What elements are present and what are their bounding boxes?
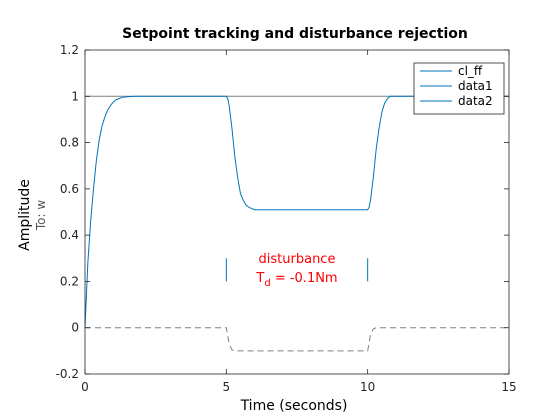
x-tick-label: 5 xyxy=(223,380,231,394)
axes-frame xyxy=(84,49,510,375)
legend-label: cl_ff xyxy=(458,64,483,78)
annotation-line2: Td = -0.1Nm xyxy=(255,271,337,289)
y-tick-label: 0.6 xyxy=(60,182,79,196)
annotation-subscript: d xyxy=(264,278,270,289)
annotation-value: = -0.1Nm xyxy=(271,271,338,286)
x-tick-label: 10 xyxy=(360,380,375,394)
x-axis-label: Time (seconds) xyxy=(240,398,348,414)
disturbance-annotation: disturbance Td = -0.1Nm xyxy=(255,252,337,289)
annotation-symbol: T xyxy=(255,271,264,286)
y-tick-label: 1 xyxy=(71,89,79,103)
y-tick-label: -0.2 xyxy=(56,367,79,381)
y-tick-label: 0.2 xyxy=(60,274,79,288)
x-tick-label: 0 xyxy=(81,380,89,394)
series-line-cl_ff xyxy=(84,95,509,328)
y-axis-label: Amplitude xyxy=(17,179,33,251)
legend-label: data1 xyxy=(458,79,493,93)
axis-ticks: 0 5 10 15-0.200.20.40.60.811.2 xyxy=(56,43,517,394)
y-tick-label: 1.2 xyxy=(60,43,79,57)
legend-label: data2 xyxy=(458,94,493,108)
series-line-dashed-3 xyxy=(85,327,509,352)
series-lines xyxy=(84,95,509,352)
y-tick-label: 0.8 xyxy=(60,136,79,150)
y-axis-sub-label: To: w xyxy=(34,200,48,231)
chart-title: Setpoint tracking and disturbance reject… xyxy=(122,26,468,42)
annotation-line1: disturbance xyxy=(259,252,336,267)
y-tick-label: 0 xyxy=(71,321,79,335)
y-tick-label: 0.4 xyxy=(60,228,79,242)
x-tick-label: 15 xyxy=(501,380,516,394)
